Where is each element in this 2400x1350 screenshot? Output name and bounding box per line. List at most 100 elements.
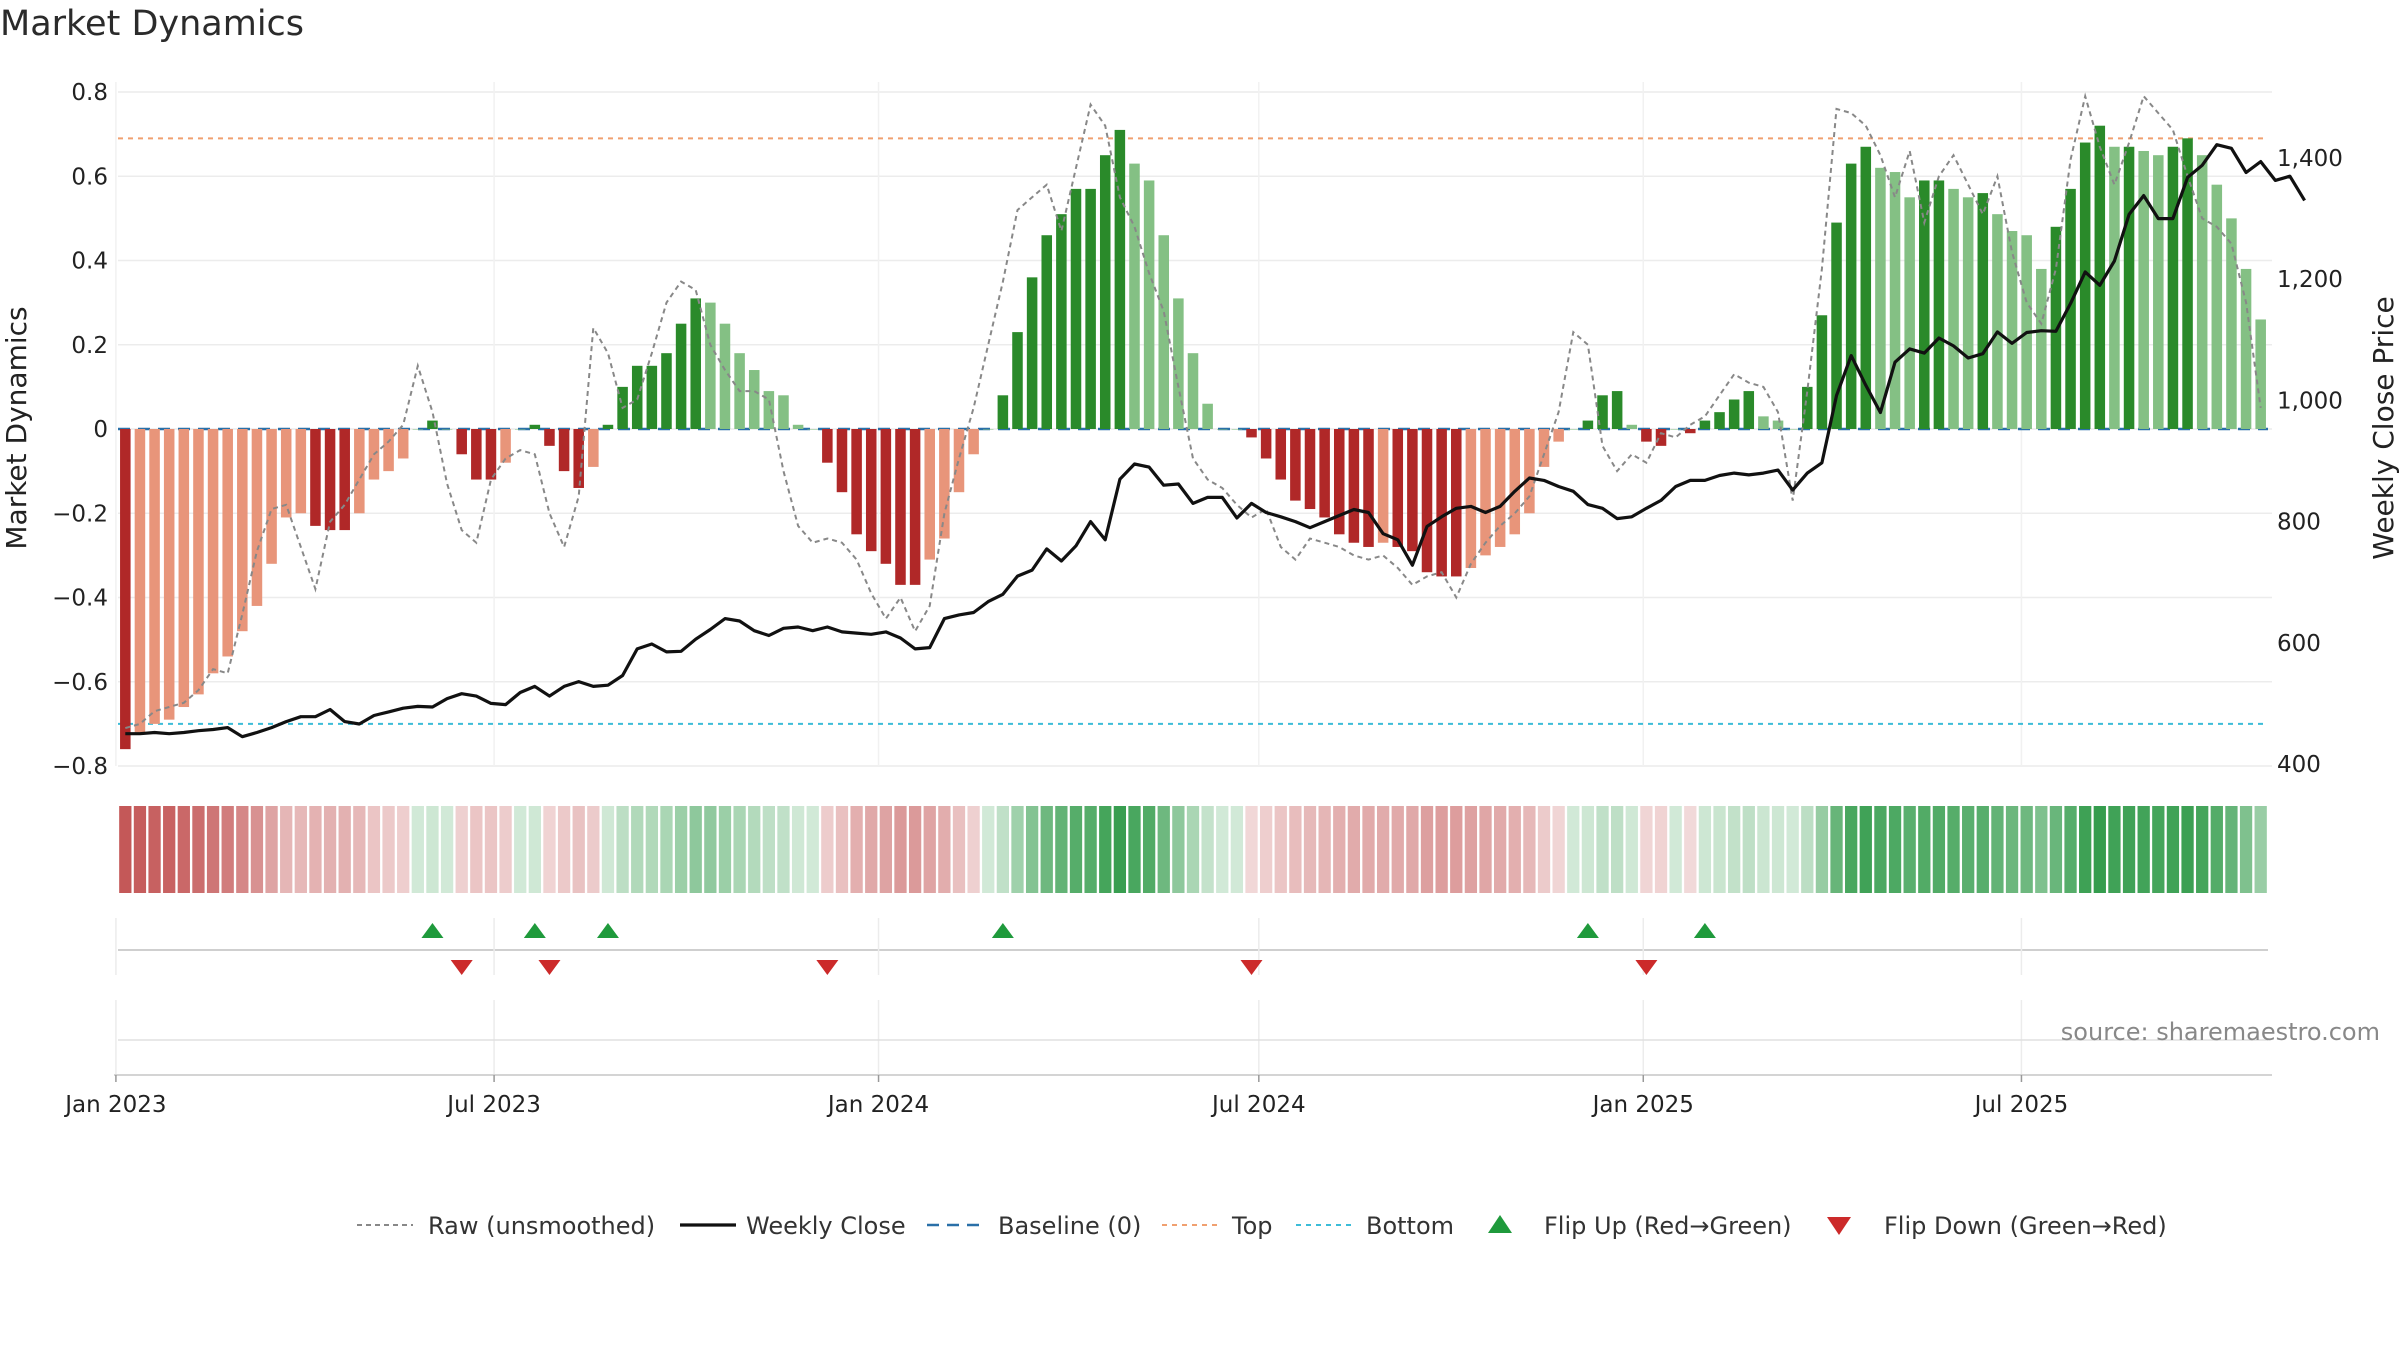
dynamics-bar [807,429,818,430]
dynamics-bar [163,429,175,720]
heat-cell [1274,806,1287,893]
heat-cell [689,806,702,893]
heat-cell [1289,806,1302,893]
dynamics-bar [1275,429,1287,480]
heat-cell [206,806,220,893]
heat-cell [338,806,351,893]
dynamics-bar [1056,214,1067,429]
heat-cell [484,806,498,893]
heat-cell [192,806,205,893]
dynamics-bar [471,429,482,480]
chart-title: Market Dynamics [0,4,305,44]
dynamics-bar [1129,163,1140,430]
source-label: source: sharemaestro.com [2061,1018,2380,1046]
dynamics-bar [1538,429,1550,467]
heat-cell [1055,806,1068,893]
right-tick-label: 1,200 [2277,267,2343,293]
dynamics-bar [383,429,394,472]
dynamics-bar [178,429,190,708]
heat-cell [2122,806,2136,893]
heat-cell [1142,806,1156,893]
heat-cell [1991,806,2004,893]
heat-cell [1259,806,1273,893]
heat-cell [1932,806,1946,893]
dynamics-bar [2138,150,2149,429]
dynamics-bar [1451,429,1462,577]
dynamics-bar [675,323,687,429]
dynamics-bar [1582,420,1594,429]
dynamics-bar [1904,197,1915,429]
heat-cell [967,806,980,893]
dynamics-bar [1977,193,1989,429]
heat-cell [908,806,922,893]
dynamics-bar [997,395,1009,429]
dynamics-bar [1392,429,1404,547]
dynamics-bar [1085,188,1096,429]
dynamics-bar [836,429,848,493]
heat-cell [1186,806,1200,893]
dynamics-bar [1158,235,1170,429]
heat-cell [323,806,337,893]
heat-cell [1552,806,1565,893]
heat-cell [1172,806,1185,893]
dynamics-bar [2240,268,2252,429]
x-tick-label: Jan 2024 [826,1092,929,1118]
right-tick-label: 600 [2277,631,2321,657]
heat-cell [733,806,746,893]
legend-label: Flip Up (Red→Green) [1544,1212,1792,1240]
dynamics-bar [1919,180,1930,429]
legend-flip-down-icon [1827,1217,1851,1235]
dynamics-bar [1860,146,1872,429]
heat-cell [879,806,892,893]
heat-cell [996,806,1010,893]
dynamics-bar [1202,403,1213,429]
heat-cell [631,806,644,893]
heat-cell [1245,806,1258,893]
dynamics-bar [544,429,555,446]
heat-cell [2108,806,2121,893]
dynamics-bar [1758,416,1769,429]
dynamics-bar [2079,142,2091,430]
legend-label: Weekly Close [746,1212,906,1240]
heat-cell [1625,806,1638,893]
heat-cell [2020,806,2033,893]
heat-cell [1391,806,1404,893]
heat-cell [2005,806,2019,893]
heat-cell [835,806,849,893]
heat-cell [1859,806,1872,893]
heat-cell [1611,806,1624,893]
dynamics-bar [500,429,511,463]
dynamics-bar [748,370,760,429]
heat-cell [952,806,966,893]
heat-cell [2035,806,2048,893]
heat-cell [762,806,775,893]
dynamics-bar [1962,197,1974,429]
heat-cell [1567,806,1580,893]
heat-cell [1815,806,1829,893]
dynamics-bar [1611,391,1623,429]
heat-cell [616,806,629,893]
dynamics-bar [266,429,277,564]
dynamics-bar [1173,298,1184,429]
dynamics-bar [1728,399,1740,429]
heat-cell [1581,806,1595,893]
dynamics-bar [1290,429,1301,501]
left-axis-ticks: 0.8 0.6 0.4 0.2 0 −0.2 −0.4 −0.6 −0.8 [52,80,108,780]
heat-cell [601,806,615,893]
heat-cell [2166,806,2180,893]
heat-cell [1713,806,1726,893]
heat-cell [1201,806,1214,893]
dynamics-bar [1845,163,1857,430]
dynamics-bar [1407,429,1418,552]
heat-cell [938,806,951,893]
left-axis-label: Market Dynamics [0,306,33,549]
dynamics-bar [2182,138,2193,429]
dynamics-bar [1641,429,1652,442]
heat-cell [2225,806,2238,893]
heat-cell [1450,806,1463,893]
heat-cell [1742,806,1755,893]
regime-heat-strip [119,806,2267,893]
heat-cell [1333,806,1346,893]
heat-cell [177,806,190,893]
